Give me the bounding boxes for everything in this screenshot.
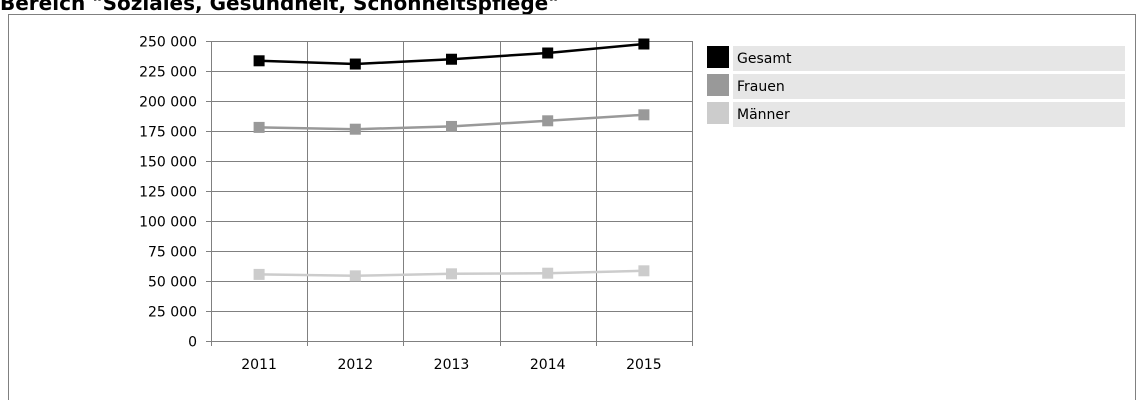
y-tick-label: 175 000: [139, 125, 197, 141]
x-tick-label: 2015: [626, 357, 662, 373]
data-point-marker: [349, 123, 361, 135]
legend-swatch: [707, 46, 729, 68]
legend-swatch: [707, 102, 729, 124]
legend-row-background: [733, 74, 1125, 99]
y-tick-label: 25 000: [148, 305, 197, 321]
data-point-marker: [542, 267, 554, 279]
y-tick-label: 225 000: [139, 65, 197, 81]
legend-label: Gesamt: [737, 51, 792, 67]
legend-label: Männer: [737, 107, 790, 123]
legend-row-background: [733, 46, 1125, 71]
data-point-marker: [349, 58, 361, 70]
data-point-marker: [638, 109, 650, 121]
y-tick-label: 0: [188, 335, 197, 351]
data-point-marker: [542, 115, 554, 127]
data-point-marker: [349, 270, 361, 282]
data-point-marker: [446, 120, 457, 132]
data-point-marker: [638, 265, 650, 277]
data-point-marker: [446, 268, 457, 280]
y-tick-label: 200 000: [139, 95, 197, 111]
y-tick-label: 125 000: [139, 185, 197, 201]
data-point-marker: [638, 38, 650, 50]
page-title: Bereich "Soziales, Gesundheit, Schönheit…: [0, 0, 559, 15]
y-tick-label: 50 000: [148, 275, 197, 291]
data-point-marker: [542, 47, 554, 59]
data-point-marker: [253, 121, 265, 133]
x-tick-label: 2013: [434, 357, 470, 373]
legend-label: Frauen: [737, 79, 785, 95]
x-tick-label: 2014: [530, 357, 566, 373]
legend-row-background: [733, 102, 1125, 127]
y-tick-label: 100 000: [139, 215, 197, 231]
x-tick-label: 2012: [337, 357, 373, 373]
y-tick-label: 75 000: [148, 245, 197, 261]
data-point-marker: [253, 55, 265, 67]
legend-swatch: [707, 74, 729, 96]
y-tick-label: 250 000: [139, 35, 197, 51]
data-point-marker: [253, 268, 265, 280]
y-tick-label: 150 000: [139, 155, 197, 171]
data-point-marker: [446, 53, 457, 65]
x-tick-label: 2011: [241, 357, 277, 373]
